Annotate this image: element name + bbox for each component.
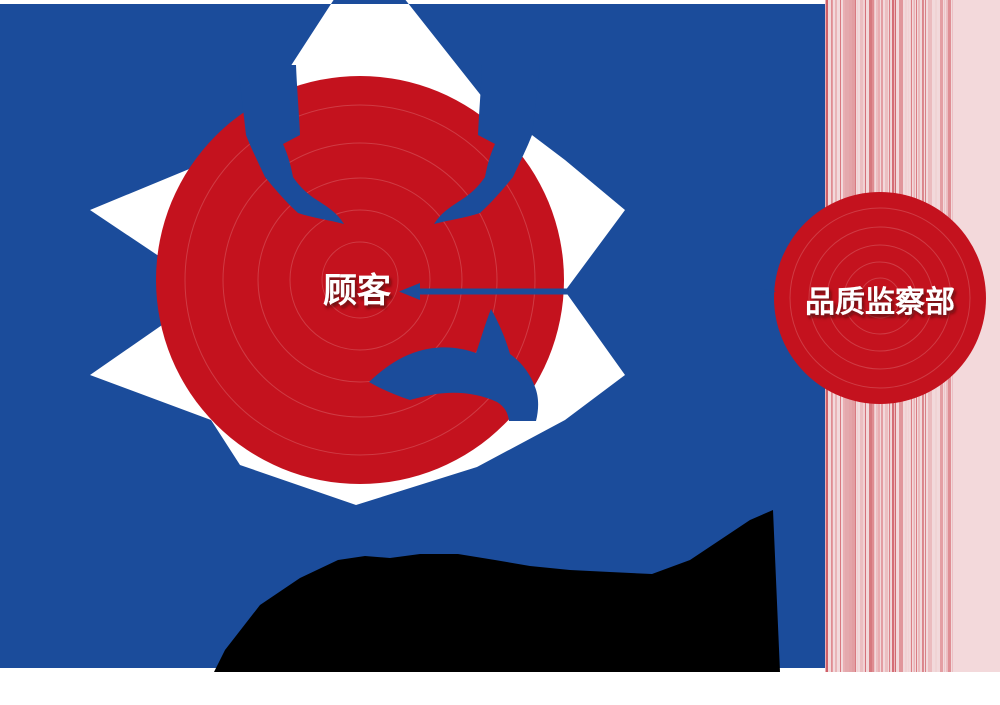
svg-text:品质监察部: 品质监察部 (805, 285, 955, 319)
svg-text:顾客: 顾客 (323, 271, 391, 310)
